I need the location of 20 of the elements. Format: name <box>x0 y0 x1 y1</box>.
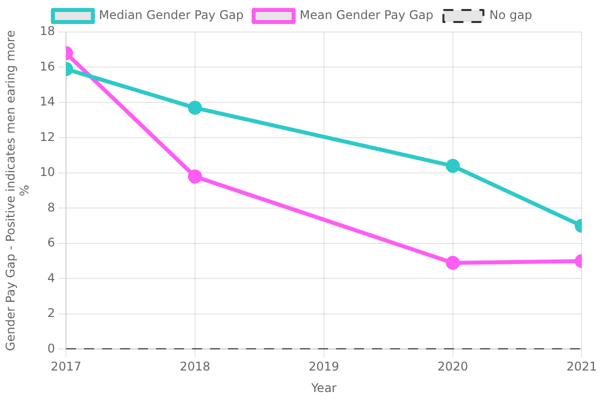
y-tick-label: 4 <box>47 270 56 285</box>
y-tick-label: 14 <box>40 94 56 109</box>
y-tick-label: 12 <box>40 130 56 144</box>
y-axis-title: Gender Pay Gap - Positive indicates men earing more % <box>3 30 32 352</box>
y-tick-label: 16 <box>40 59 56 74</box>
x-axis-title: Year <box>310 380 337 395</box>
legend-label: Median Gender Pay Gap <box>98 8 244 22</box>
x-tick-label: 2020 <box>438 360 468 374</box>
y-tick-label: 18 <box>40 24 56 38</box>
y-tick-label: 10 <box>40 165 56 180</box>
x-tick-label: 2019 <box>308 360 340 374</box>
x-tick-label: 2021 <box>566 360 598 374</box>
y-tick-label: 6 <box>47 236 56 250</box>
y-tick-label: 0 <box>47 341 56 356</box>
x-tick-label: 2018 <box>180 360 210 374</box>
y-tick-label: 2 <box>47 306 56 320</box>
y-tick-label: 8 <box>47 200 56 214</box>
legend-label: No gap <box>489 8 532 22</box>
x-tick-label: 2017 <box>50 360 82 374</box>
legend-label: Mean Gender Pay Gap <box>300 8 434 22</box>
